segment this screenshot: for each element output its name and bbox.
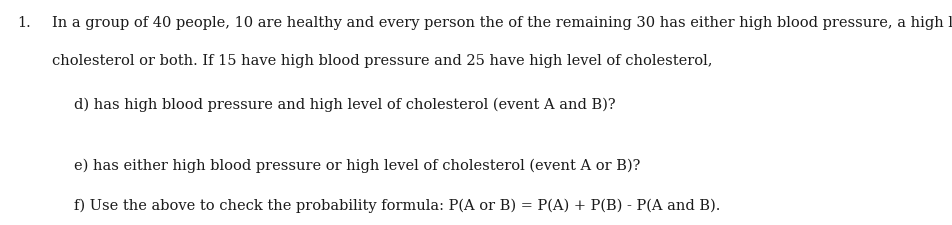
Text: e) has either high blood pressure or high level of cholesterol (event A or B)?: e) has either high blood pressure or hig… <box>74 158 640 172</box>
Text: 1.: 1. <box>17 16 30 30</box>
Text: cholesterol or both. If 15 have high blood pressure and 25 have high level of ch: cholesterol or both. If 15 have high blo… <box>52 54 712 68</box>
Text: f) Use the above to check the probability formula: P(A or B) = P(A) + P(B) - P(A: f) Use the above to check the probabilit… <box>74 198 720 212</box>
Text: In a group of 40 people, 10 are healthy and every person the of the remaining 30: In a group of 40 people, 10 are healthy … <box>52 16 952 30</box>
Text: d) has high blood pressure and high level of cholesterol (event A and B)?: d) has high blood pressure and high leve… <box>74 97 615 111</box>
